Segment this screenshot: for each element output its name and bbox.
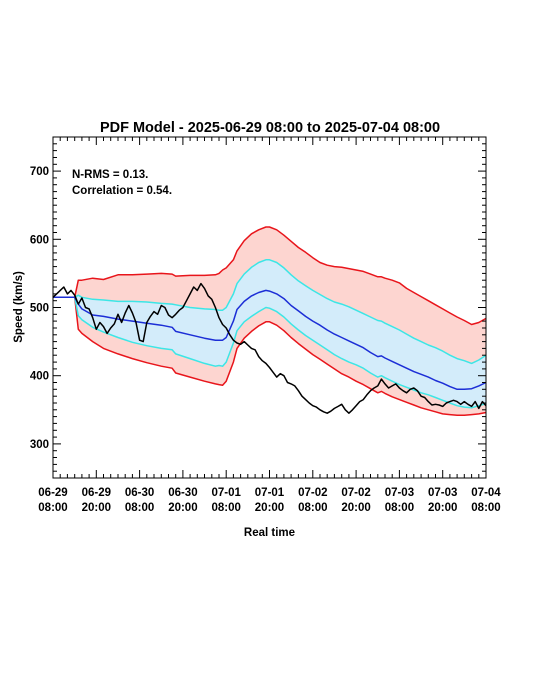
x-tick-label-date: 07-01 bbox=[255, 487, 285, 499]
x-axis: 06-29 08:00 06-29 20:00 06-30 08:00 06-30 20:00… bbox=[38, 137, 501, 514]
x-tick-label-time: 08:00 bbox=[125, 502, 154, 514]
series-lower-cyan bbox=[53, 296, 487, 409]
y-tick-label: 300 bbox=[30, 439, 49, 451]
y-axis-label: Speed (km/s) bbox=[13, 271, 25, 343]
annotation-nrms: N-RMS = 0.13. bbox=[72, 169, 148, 181]
x-tick-label-time: 08:00 bbox=[471, 502, 500, 514]
x-tick-label-date: 07-04 bbox=[471, 487, 501, 499]
chart-title: PDF Model - 2025-06-29 08:00 to 2025-07-… bbox=[100, 120, 440, 136]
series-observed bbox=[52, 282, 487, 414]
x-axis-label: Real time bbox=[244, 527, 295, 539]
x-tick-label-date: 06-30 bbox=[168, 487, 197, 499]
y-tick-label: 600 bbox=[30, 234, 49, 246]
x-tick-label-time: 08:00 bbox=[211, 502, 240, 514]
series-lower-red bbox=[53, 296, 487, 417]
x-tick-label-date: 06-30 bbox=[125, 487, 154, 499]
x-tick-label-time: 08:00 bbox=[298, 502, 327, 514]
x-tick-label-date: 06-29 bbox=[82, 487, 111, 499]
x-tick-label-time: 08:00 bbox=[38, 502, 67, 514]
x-tick-label-time: 20:00 bbox=[82, 502, 111, 514]
x-tick-label-date: 07-02 bbox=[341, 487, 370, 499]
x-tick-label-time: 20:00 bbox=[255, 502, 284, 514]
series-upper-cyan bbox=[53, 259, 487, 365]
y-tick-label: 500 bbox=[30, 303, 49, 315]
inner-uncertainty-band bbox=[53, 259, 486, 408]
y-axis: 300 400 500 600 700 bbox=[30, 136, 486, 479]
y-tick-label: 400 bbox=[30, 371, 49, 383]
plot-area bbox=[52, 226, 487, 417]
x-tick-label-time: 20:00 bbox=[428, 502, 457, 514]
x-tick-label-date: 06-29 bbox=[38, 487, 67, 499]
annotation-correlation: Correlation = 0.54. bbox=[72, 185, 172, 197]
x-tick-label-date: 07-02 bbox=[298, 487, 327, 499]
x-tick-label-time: 08:00 bbox=[385, 502, 414, 514]
y-tick-label: 700 bbox=[30, 166, 49, 178]
x-tick-label-time: 20:00 bbox=[341, 502, 370, 514]
x-tick-label-time: 20:00 bbox=[168, 502, 197, 514]
series-upper-red bbox=[53, 226, 487, 326]
series-median bbox=[53, 289, 487, 391]
x-tick-label-date: 07-03 bbox=[428, 487, 457, 499]
x-tick-label-date: 07-01 bbox=[211, 487, 241, 499]
x-tick-label-date: 07-03 bbox=[385, 487, 414, 499]
